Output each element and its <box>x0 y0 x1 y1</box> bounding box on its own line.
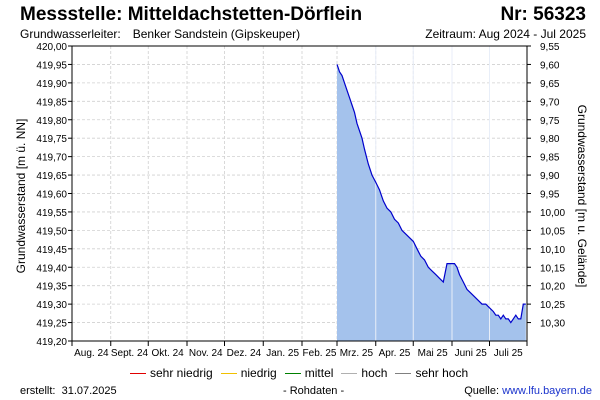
x-tick-label: Feb. 25 <box>303 348 337 359</box>
y-tick-label-left: 419,40 <box>36 263 67 274</box>
legend-label: sehr hoch <box>415 366 469 380</box>
legend-swatch <box>395 373 412 375</box>
y-tick-label-right: 9,70 <box>540 97 560 108</box>
y-tick-label-left: 419,80 <box>36 116 67 127</box>
y-tick-label-left: 419,85 <box>36 97 67 108</box>
legend-item: mittel <box>284 366 334 380</box>
legend-item: sehr hoch <box>395 366 468 380</box>
x-tick-label: Juli 25 <box>494 348 523 359</box>
y-tick-label-right: 9,80 <box>540 134 560 145</box>
legend-label: niedrig <box>240 366 277 380</box>
station-title: Messstelle: Mitteldachstetten-Dörflein <box>20 4 363 25</box>
aquifer-value: Benker Sandstein (Gipskeuper) <box>132 27 301 41</box>
y-tick-label-left: 419,55 <box>36 208 67 219</box>
y-tick-label-left: 419,45 <box>36 245 67 256</box>
x-tick-label: Apr. 25 <box>379 348 411 359</box>
y-axis-right-title: Grundwasserstand [m u. Gelände] <box>575 105 589 288</box>
y-tick-label-right: 9,75 <box>540 116 560 127</box>
y-tick-label-right: 10,20 <box>540 282 565 293</box>
y-tick-label-left: 419,50 <box>36 226 67 237</box>
y-tick-label-left: 420,00 <box>36 42 67 53</box>
legend-item: sehr niedrig <box>130 366 213 380</box>
y-tick-label-left: 419,75 <box>36 134 67 145</box>
period-label: Zeitraum: Aug 2024 - Jul 2025 <box>425 27 586 41</box>
y-tick-label-right: 10,25 <box>540 300 565 311</box>
legend-label: mittel <box>304 366 334 380</box>
y-tick-label-left: 419,90 <box>36 79 67 90</box>
y-tick-label-left: 419,60 <box>36 190 67 201</box>
legend-swatch <box>130 373 146 375</box>
chart-series <box>336 46 526 342</box>
x-tick-label: Mai 25 <box>418 348 448 359</box>
x-axis: Aug. 24 Sept. 24 Okt. 24 Nov. 24 Dez. 24 Jan.… <box>71 341 528 359</box>
station-number: Nr: 56323 <box>500 4 586 25</box>
y-tick-label-left: 419,95 <box>36 60 67 71</box>
legend-label: hoch <box>361 366 388 380</box>
x-tick-label: Nov. 24 <box>189 348 223 359</box>
y-tick-label-right: 9,65 <box>540 79 560 90</box>
title-row: Messstelle: Mitteldachstetten-Dörflein N… <box>0 0 600 28</box>
y-axis-right: 9,55 9,60 9,65 9,70 9,75 9,80 9,85 9,90 9,95 10,0… <box>527 42 565 330</box>
legend-item: hoch <box>341 366 387 380</box>
x-tick-label: Juni 25 <box>455 348 488 359</box>
source-link[interactable]: www.lfu.bayern.de <box>502 385 592 397</box>
y-tick-label-right: 9,95 <box>540 190 560 201</box>
y-tick-label-left: 419,25 <box>36 319 67 330</box>
aquifer-info: Grundwasserleiter: Benker Sandstein (Gips… <box>20 27 300 41</box>
legend-item: niedrig <box>220 366 277 380</box>
x-tick-label: Okt. 24 <box>152 348 185 359</box>
aquifer-label: Grundwasserleiter: <box>20 27 121 41</box>
legend-swatch <box>220 373 237 375</box>
y-tick-label-right: 9,55 <box>540 42 560 53</box>
y-tick-label-right: 9,85 <box>540 153 560 164</box>
y-axis-left-title: Grundwasserstand [m ü. NN] <box>14 119 28 274</box>
y-tick-label-right: 10,05 <box>540 226 565 237</box>
legend-label: sehr niedrig <box>150 366 213 380</box>
created-date: 31.07.2025 <box>61 385 117 397</box>
created-label: erstellt: <box>20 385 56 397</box>
y-axis-left: 420,00 419,95 419,90 419,85 419,80 419,75 419,… <box>36 42 72 348</box>
x-tick-label: Dez. 24 <box>227 348 262 359</box>
legend-swatch <box>284 373 301 375</box>
y-tick-label-left: 419,30 <box>36 300 67 311</box>
y-tick-label-left: 419,65 <box>36 171 67 182</box>
y-tick-label-right: 10,10 <box>540 245 565 256</box>
x-tick-label: Aug. 24 <box>74 348 109 359</box>
y-tick-label-right: 10,15 <box>540 263 565 274</box>
source-label: Quelle: <box>464 385 500 397</box>
y-tick-label-left: 419,20 <box>36 337 67 348</box>
y-tick-label-left: 419,70 <box>36 153 67 164</box>
subtitle-row: Grundwasserleiter: Benker Sandstein (Gips… <box>0 27 600 43</box>
y-tick-label-right: 10,30 <box>540 319 565 330</box>
y-tick-label-right: 10,00 <box>540 208 565 219</box>
series-area <box>337 64 526 342</box>
y-tick-label-right: 9,90 <box>540 171 560 182</box>
series-line <box>336 64 526 324</box>
raw-data-note: - Rohdaten - <box>283 385 345 397</box>
source-info: Quelle: www.lfu.bayern.de <box>464 385 592 397</box>
legend: sehr niedrig niedrig mittel hoch sehr hoch <box>130 366 476 380</box>
y-tick-label-left: 419,35 <box>36 282 67 293</box>
legend-swatch <box>341 373 358 375</box>
created-info: erstellt: 31.07.2025 <box>20 385 117 397</box>
x-tick-label: Jan. 25 <box>266 348 299 359</box>
x-tick-label: Mrz. 25 <box>340 348 374 359</box>
x-tick-label: Sept. 24 <box>111 348 149 359</box>
y-tick-label-right: 9,60 <box>540 60 560 71</box>
